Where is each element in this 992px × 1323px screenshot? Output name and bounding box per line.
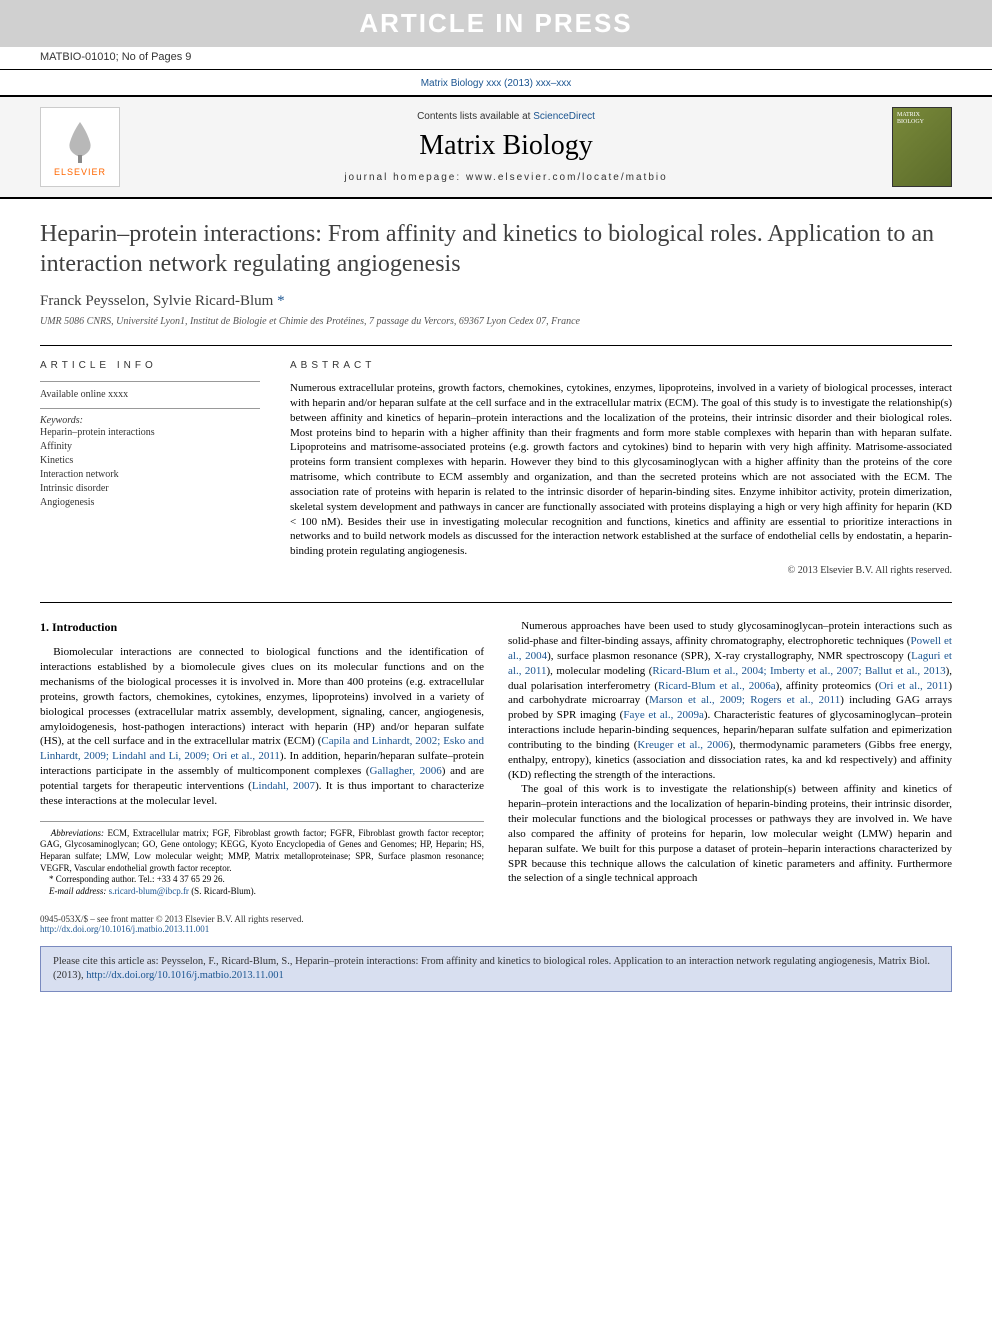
keyword-item: Interaction network <box>40 468 260 482</box>
corresponding-author-footnote: * Corresponding author. Tel.: +33 4 37 6… <box>40 874 484 886</box>
issn-block: 0945-053X/$ – see front matter © 2013 El… <box>0 908 992 938</box>
divider <box>40 602 952 603</box>
elsevier-wordmark: ELSEVIER <box>54 167 106 177</box>
citation-link[interactable]: Lindahl, 2007 <box>252 780 315 792</box>
divider <box>0 69 992 70</box>
body-two-column: 1. Introduction Biomolecular interaction… <box>0 619 992 908</box>
divider <box>40 408 260 409</box>
abstract-column: abstract Numerous extracellular proteins… <box>290 360 952 576</box>
left-column: 1. Introduction Biomolecular interaction… <box>40 619 484 898</box>
abstract-text: Numerous extracellular proteins, growth … <box>290 381 952 559</box>
elsevier-tree-icon <box>55 117 105 167</box>
doi-link[interactable]: http://dx.doi.org/10.1016/j.matbio.2013.… <box>40 924 209 934</box>
manuscript-id: MATBIO-01010; No of Pages 9 <box>0 47 992 67</box>
journal-name: Matrix Biology <box>120 130 892 162</box>
keyword-item: Heparin–protein interactions <box>40 426 260 440</box>
citation-link[interactable]: Ori et al., 2011 <box>879 680 949 692</box>
article-frontmatter: Heparin–protein interactions: From affin… <box>0 199 992 586</box>
cover-text-1: MATRIX <box>897 112 920 119</box>
sciencedirect-link[interactable]: ScienceDirect <box>533 111 595 122</box>
corr-text: Corresponding author. Tel.: +33 4 37 65 … <box>56 874 225 884</box>
keyword-item: Intrinsic disorder <box>40 482 260 496</box>
abstract-heading: abstract <box>290 360 952 371</box>
journal-citation-line: Matrix Biology xxx (2013) xxx–xxx <box>0 72 992 95</box>
citation-link[interactable]: Faye et al., 2009a <box>623 709 704 721</box>
intro-paragraph-2: Numerous approaches have been used to st… <box>508 619 952 782</box>
citation-link[interactable]: Marson et al., 2009; Rogers et al., 2011 <box>649 694 840 706</box>
affiliation: UMR 5086 CNRS, Université Lyon1, Institu… <box>40 316 952 327</box>
email-footnote: E-mail address: s.ricard-blum@ibcp.fr (S… <box>40 886 484 898</box>
citation-box: Please cite this article as: Peysselon, … <box>40 946 952 992</box>
abbrev-text: ECM, Extracellular matrix; FGF, Fibrobla… <box>40 828 484 873</box>
citation-link[interactable]: Kreuger et al., 2006 <box>637 739 729 751</box>
article-title: Heparin–protein interactions: From affin… <box>40 219 952 279</box>
article-in-press-banner: ARTICLE IN PRESS <box>0 0 992 47</box>
cover-text-2: BIOLOGY <box>897 119 924 126</box>
contents-line: Contents lists available at ScienceDirec… <box>120 111 892 122</box>
authors-names: Franck Peysselon, Sylvie Ricard-Blum <box>40 293 273 309</box>
keyword-item: Angiogenesis <box>40 496 260 510</box>
abbrev-label: Abbreviations: <box>51 828 104 838</box>
corresponding-marker-link[interactable]: * <box>277 293 285 309</box>
contents-prefix: Contents lists available at <box>417 111 533 122</box>
abbreviations-footnote: Abbreviations: ECM, Extracellular matrix… <box>40 828 484 875</box>
article-info-heading: article info <box>40 360 260 371</box>
journal-homepage-line: journal homepage: www.elsevier.com/locat… <box>120 172 892 183</box>
article-info-column: article info Available online xxxx Keywo… <box>40 360 260 576</box>
divider <box>40 381 260 382</box>
homepage-url: www.elsevier.com/locate/matbio <box>466 172 668 183</box>
keywords-label: Keywords: <box>40 415 260 426</box>
citation-link[interactable]: Ricard-Blum et al., 2006a <box>658 680 776 692</box>
section-1-heading: 1. Introduction <box>40 619 484 635</box>
email-label: E-mail address: <box>49 886 109 896</box>
footnotes-block: Abbreviations: ECM, Extracellular matrix… <box>40 821 484 898</box>
intro-paragraph-3: The goal of this work is to investigate … <box>508 782 952 886</box>
citation-link[interactable]: Gallagher, 2006 <box>370 765 442 777</box>
right-column: Numerous approaches have been used to st… <box>508 619 952 898</box>
keyword-item: Kinetics <box>40 454 260 468</box>
email-suffix: (S. Ricard-Blum). <box>189 886 256 896</box>
journal-citation-link[interactable]: Matrix Biology xxx (2013) xxx–xxx <box>421 78 572 89</box>
citation-doi-link[interactable]: http://dx.doi.org/10.1016/j.matbio.2013.… <box>86 970 283 981</box>
elsevier-logo[interactable]: ELSEVIER <box>40 107 120 187</box>
email-link[interactable]: s.ricard-blum@ibcp.fr <box>109 886 189 896</box>
keywords-list: Heparin–protein interactions Affinity Ki… <box>40 426 260 510</box>
info-abstract-row: article info Available online xxxx Keywo… <box>40 345 952 576</box>
intro-paragraph-1: Biomolecular interactions are connected … <box>40 645 484 808</box>
keyword-item: Affinity <box>40 440 260 454</box>
abstract-copyright: © 2013 Elsevier B.V. All rights reserved… <box>290 565 952 576</box>
authors-line: Franck Peysselon, Sylvie Ricard-Blum * <box>40 293 952 310</box>
corr-marker: * <box>49 874 56 884</box>
journal-header: ELSEVIER Contents lists available at Sci… <box>0 95 992 199</box>
homepage-label: journal homepage: <box>344 172 466 183</box>
available-online: Available online xxxx <box>40 388 260 402</box>
issn-text: 0945-053X/$ – see front matter © 2013 El… <box>40 914 952 924</box>
journal-title-block: Contents lists available at ScienceDirec… <box>120 111 892 183</box>
citation-link[interactable]: Ricard-Blum et al., 2004; Imberty et al.… <box>652 665 945 677</box>
journal-cover-thumbnail[interactable]: MATRIX BIOLOGY <box>892 107 952 187</box>
